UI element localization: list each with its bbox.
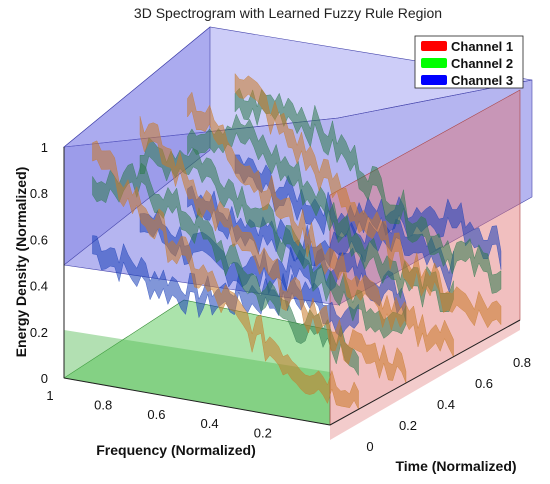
y-tick-label: 0.8 [513, 355, 531, 370]
y-tick-label: 0.4 [437, 397, 455, 412]
y-tick-label: 0 [366, 439, 373, 454]
legend: Channel 1 Channel 2 Channel 3 [414, 35, 524, 89]
x-axis-label: Frequency (Normalized) [96, 442, 255, 458]
x-tick-label: 0.4 [201, 416, 219, 431]
y-tick-label: 0.6 [475, 376, 493, 391]
y-tick-label: 0.2 [399, 418, 417, 433]
z-tick-label: 0 [41, 371, 48, 386]
x-tick-label: 1 [46, 388, 53, 403]
legend-entry: Channel 3 [451, 73, 513, 88]
x-tick-label: 0.8 [94, 397, 112, 412]
z-tick-labels: 0 0.2 0.4 0.6 0.8 1 [30, 140, 48, 386]
surface-ribbon-2 [139, 137, 407, 339]
legend-swatch [421, 75, 447, 85]
z-tick-label: 0.6 [30, 232, 48, 247]
legend-entry: Channel 1 [451, 39, 513, 54]
x-axis-line [63, 377, 331, 426]
surface-ribbon-1 [234, 72, 502, 329]
y-tick-labels: 00.20.40.60.81 [366, 355, 531, 454]
legend-entry: Channel 2 [451, 56, 513, 71]
y-axis-line [329, 319, 521, 426]
x-tick-label: 0.6 [147, 407, 165, 422]
z-tick-label: 0.8 [30, 186, 48, 201]
x-tick-label: 0.2 [254, 426, 272, 441]
legend-swatch [421, 58, 447, 68]
chart-title: 3D Spectrogram with Learned Fuzzy Rule R… [134, 5, 442, 21]
y-axis-label: Time (Normalized) [395, 458, 516, 474]
surface-ribbon-2 [234, 87, 502, 294]
spectrogram-surface [92, 72, 502, 410]
z-axis-label: Energy Density (Normalized) [13, 167, 29, 358]
green-region-front-face [64, 330, 330, 425]
z-tick-label: 1 [41, 140, 48, 155]
z-tick-label: 0.4 [30, 279, 48, 294]
axes-frame [63, 147, 521, 426]
surface-ribbon-2 [92, 162, 359, 377]
z-tick-label: 0.2 [30, 325, 48, 340]
red-region-floor [330, 320, 520, 440]
x-tick-labels: 1 0.8 0.6 0.4 0.2 [46, 388, 271, 441]
legend-swatch [421, 41, 447, 51]
